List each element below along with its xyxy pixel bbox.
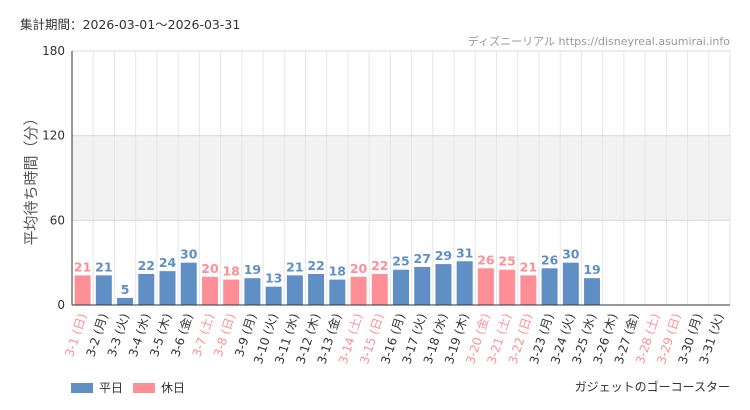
legend-holiday: 休日	[133, 379, 185, 396]
value-label: 29	[435, 248, 452, 263]
bar	[95, 275, 112, 305]
bar	[456, 261, 473, 305]
value-label: 21	[520, 259, 537, 274]
y-tick-label: 180	[42, 44, 65, 58]
value-label: 30	[562, 247, 580, 262]
bar	[159, 271, 176, 305]
bar	[371, 273, 388, 305]
bar	[393, 269, 409, 305]
value-label: 22	[138, 258, 155, 273]
value-label: 31	[456, 245, 473, 260]
bar	[244, 278, 261, 305]
source-label: ディズニーリアル https://disneyreal.asumirai.inf…	[467, 35, 730, 48]
bar	[435, 264, 452, 305]
bar	[201, 276, 218, 305]
legend-holiday-label: 休日	[161, 381, 186, 395]
value-label: 26	[477, 252, 495, 267]
value-label: 20	[350, 261, 368, 276]
bar	[329, 279, 346, 305]
bar	[541, 268, 558, 305]
attraction-name: ガジェットのゴーコースター	[574, 380, 730, 394]
bar	[584, 278, 601, 305]
value-label: 18	[222, 264, 239, 279]
bar	[286, 275, 303, 305]
y-tick-label: 120	[42, 129, 65, 143]
bar	[308, 273, 325, 305]
value-label: 22	[371, 258, 388, 273]
bar	[499, 269, 516, 305]
y-tick-label: 0	[57, 298, 65, 312]
value-label: 21	[74, 259, 91, 274]
value-label: 21	[95, 259, 112, 274]
bar	[477, 268, 494, 305]
bar	[350, 276, 367, 305]
bar	[223, 279, 240, 305]
value-label: 19	[583, 262, 600, 277]
bar	[117, 297, 134, 305]
legend-weekday-swatch	[71, 382, 93, 393]
value-label: 19	[244, 262, 261, 277]
value-label: 5	[121, 282, 130, 297]
y-axis-label: 平均待ち時間（分）	[22, 110, 40, 245]
value-label: 25	[392, 254, 409, 269]
bar	[414, 266, 431, 305]
bar	[265, 286, 282, 305]
legend-weekday-label: 平日	[99, 381, 124, 395]
bar	[74, 275, 91, 305]
legend-holiday-swatch	[133, 382, 155, 393]
legend-weekday: 平日	[71, 379, 123, 396]
value-label: 27	[414, 251, 431, 266]
period-label: 集計期間：2026-03-01～2026-03-31	[20, 17, 241, 32]
y-tick-label: 60	[50, 213, 65, 227]
background-band	[72, 135, 730, 221]
value-label: 26	[541, 252, 559, 267]
bar	[138, 273, 155, 305]
value-label: 24	[159, 255, 177, 270]
bar	[520, 275, 537, 305]
value-label: 25	[498, 254, 515, 269]
bar	[562, 262, 579, 305]
bar	[180, 262, 197, 305]
value-label: 21	[286, 259, 303, 274]
value-label: 22	[307, 258, 324, 273]
value-label: 18	[329, 264, 346, 279]
value-label: 30	[180, 247, 198, 262]
value-label: 20	[201, 261, 219, 276]
value-label: 13	[265, 271, 282, 286]
